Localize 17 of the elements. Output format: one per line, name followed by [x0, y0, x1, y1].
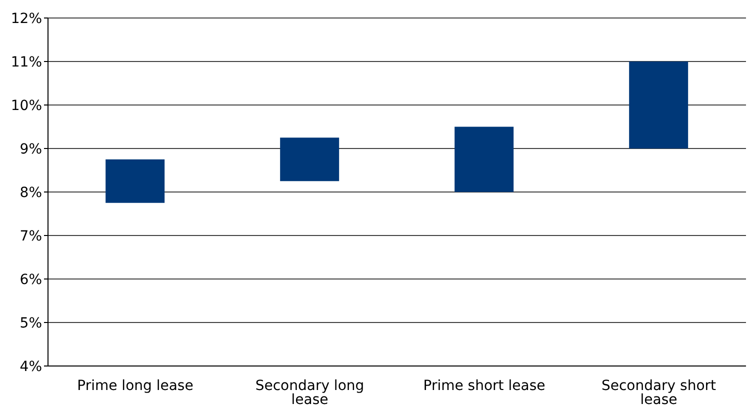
bar [629, 62, 688, 148]
y-tick-label: 12% [10, 10, 42, 27]
x-tick-label: Prime short lease [423, 378, 546, 394]
x-tick-label: Secondary short lease [601, 378, 717, 408]
x-tick-label: Prime long lease [77, 378, 194, 394]
y-tick-label: 9% [20, 141, 42, 158]
y-tick-label: 10% [10, 98, 42, 114]
y-tick-label: 5% [20, 315, 42, 332]
bar [106, 159, 165, 203]
y-tick-label: 8% [20, 184, 42, 201]
y-tick-label: 4% [20, 358, 42, 375]
x-tick-label: Secondary long lease [255, 378, 364, 408]
y-tick-label: 6% [20, 272, 42, 288]
y-tick-label: 11% [10, 54, 42, 70]
y-tick-label: 7% [20, 228, 42, 244]
bar [454, 126, 514, 192]
bar [280, 138, 340, 182]
